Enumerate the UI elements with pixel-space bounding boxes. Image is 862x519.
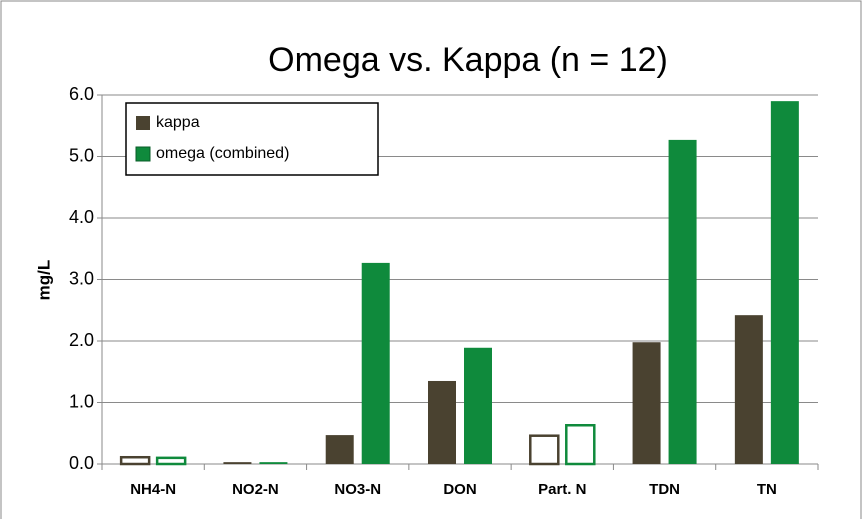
y-tick-label: 0.0 [69, 453, 94, 473]
y-tick-label: 1.0 [69, 391, 94, 411]
y-tick-label: 3.0 [69, 268, 94, 288]
bar [529, 434, 560, 466]
y-tick-label: 4.0 [69, 207, 94, 227]
x-tick-label: Part. N [538, 481, 586, 498]
x-tick-label: TDN [649, 481, 680, 498]
bar [428, 380, 456, 464]
y-tick-label: 5.0 [69, 145, 94, 165]
bar [259, 462, 288, 464]
x-tick-label: TN [757, 481, 777, 498]
legend-swatch [135, 146, 151, 162]
bar [361, 262, 390, 464]
x-tick-label: NH4-N [130, 481, 176, 498]
bar [770, 101, 799, 465]
x-tick-label: NO2-N [232, 481, 279, 498]
bar [632, 342, 661, 464]
y-axis-label: mg/L [34, 260, 53, 301]
bar [668, 139, 697, 464]
bar [464, 347, 492, 464]
y-tick-label: 2.0 [69, 330, 94, 350]
bar [223, 462, 252, 464]
bar [155, 456, 187, 466]
x-tick-label: NO3-N [334, 481, 381, 498]
legend-label: kappa [156, 114, 200, 131]
chart-title: Omega vs. Kappa (n = 12) [268, 41, 668, 79]
bar [734, 315, 763, 464]
legend-label: omega (combined) [156, 145, 289, 162]
legend-swatch [136, 116, 150, 130]
legend-box [125, 102, 379, 176]
bar [565, 424, 596, 466]
bar [325, 435, 354, 464]
y-tick-label: 6.0 [69, 84, 94, 104]
x-tick-label: DON [443, 481, 476, 498]
bar [119, 455, 151, 466]
